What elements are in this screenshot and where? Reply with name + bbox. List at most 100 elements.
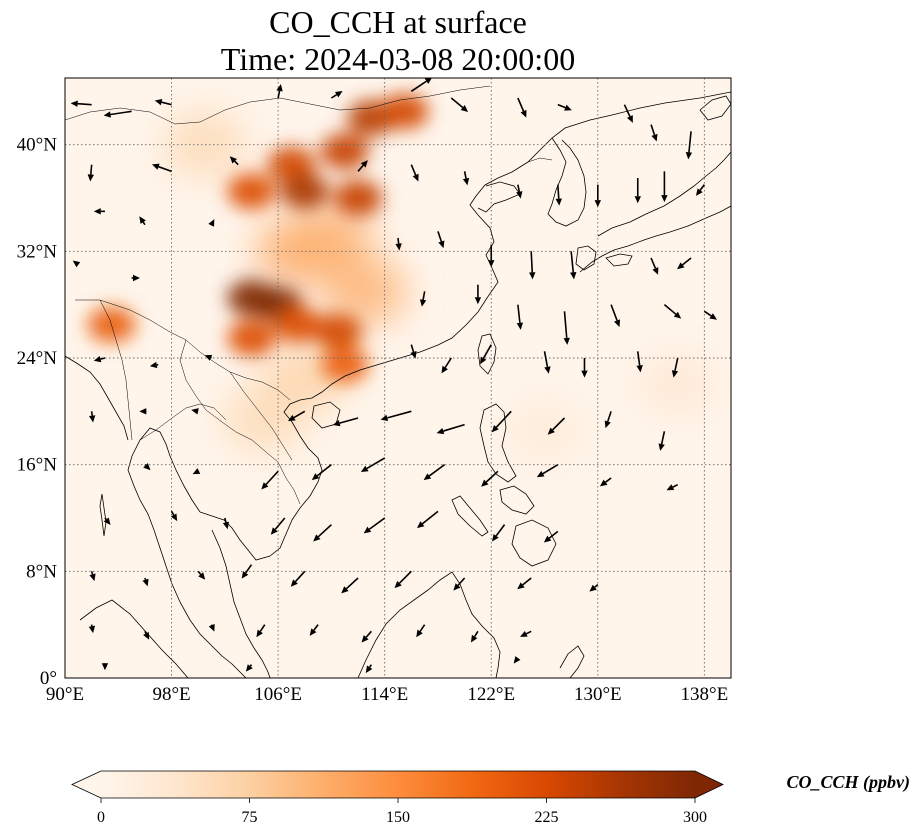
wind-arrow-head (436, 427, 445, 435)
wind-arrow-shaft (557, 103, 566, 109)
wind-arrow-head (491, 533, 499, 542)
wind-arrow-head (395, 243, 402, 251)
wind-arrow-shaft (249, 664, 253, 667)
wind-arrow-shaft (161, 101, 172, 106)
wind-arrow (103, 517, 111, 525)
wind-arrow (666, 483, 679, 491)
wind-arrow-head (438, 240, 445, 249)
title-line-2: Time: 2024-03-08 20:00:00 (221, 41, 575, 77)
wind-arrow-shaft (245, 564, 253, 574)
wind-arrow (270, 517, 286, 535)
wind-arrow (423, 464, 446, 481)
concentration-blob (289, 204, 374, 272)
wind-arrow-shaft (90, 164, 93, 175)
wind-arrow-head (516, 322, 524, 330)
wind-arrow-shaft (110, 110, 132, 116)
wind-arrow-shaft (543, 351, 549, 368)
wind-arrow-head (143, 463, 151, 471)
x-tick-label: 130°E (574, 684, 622, 705)
wind-arrow-head (709, 313, 717, 320)
wind-arrow (517, 577, 532, 590)
wind-arrow-head (103, 111, 111, 118)
wind-arrow (677, 257, 692, 270)
wind-arrow-head (256, 629, 263, 638)
wind-arrow-shaft (313, 624, 319, 631)
coastline-luzon (479, 403, 517, 483)
wind-arrow-shaft (316, 464, 332, 477)
wind-arrow-shaft (144, 577, 147, 581)
wind-arrow (363, 517, 386, 534)
wind-arrow-head (517, 582, 525, 590)
wind-arrow-head (229, 156, 237, 164)
colorbar-tick-label: 150 (386, 809, 410, 826)
wind-arrow (555, 184, 562, 206)
map-content (65, 78, 731, 678)
wind-arrow (103, 110, 132, 118)
coastline-japan-honshu (597, 151, 731, 237)
y-tick-label: 24°N (17, 348, 58, 369)
wind-arrow-head (547, 427, 555, 435)
wind-arrow-shaft (517, 97, 525, 112)
wind-arrow-shaft (345, 577, 359, 590)
wind-arrow-shaft (682, 257, 692, 266)
y-tick-label: 16°N (17, 455, 58, 476)
wind-vectors (70, 78, 717, 674)
wind-arrow (330, 91, 343, 99)
wind-arrow-shaft (703, 310, 712, 317)
coastline-shandong (477, 181, 521, 213)
wind-arrow (222, 517, 230, 530)
y-axis-tick-labels: 0° 8°N 16°N 24°N 32°N 40°N (17, 135, 58, 689)
wind-arrow (360, 457, 386, 472)
wind-arrow-shaft (548, 530, 559, 539)
wind-arrow-shaft (495, 410, 512, 428)
wind-arrow (139, 408, 147, 415)
wind-arrow (70, 100, 92, 107)
wind-arrow (208, 219, 215, 227)
wind-arrow (488, 244, 495, 268)
wind-arrow-shaft (542, 463, 559, 475)
wind-arrow (208, 623, 215, 632)
wind-arrow (419, 291, 427, 307)
concentration-blob (502, 397, 587, 466)
wind-arrow-head (139, 216, 146, 224)
wind-arrow-shaft (688, 131, 692, 153)
wind-arrow-shaft (100, 357, 106, 360)
wind-arrow-head (677, 262, 685, 270)
wind-arrow (410, 164, 419, 182)
wind-arrow (88, 411, 96, 423)
wind-arrow-head (419, 299, 427, 307)
wind-arrow (395, 237, 402, 251)
concentration-blob (227, 320, 276, 356)
wind-arrow (481, 470, 499, 487)
wind-arrow (557, 103, 572, 111)
wind-arrow-shaft (368, 517, 386, 530)
wind-arrow (88, 624, 96, 634)
wind-arrow (170, 510, 178, 522)
wind-arrow-head (563, 337, 570, 345)
wind-arrow-shaft (522, 577, 532, 586)
wind-arrow-head (671, 370, 679, 378)
wind-arrow (671, 357, 679, 378)
wind-arrow (204, 354, 213, 361)
wind-arrow-head (363, 526, 372, 534)
wind-arrow-head (474, 297, 482, 305)
wind-arrow-shaft (365, 630, 372, 638)
wind-arrow (703, 310, 717, 320)
wind-arrow-head (424, 78, 432, 84)
wind-arrow-shaft (444, 357, 452, 368)
coastline-taiwan (477, 333, 497, 375)
wind-arrow-head (555, 198, 562, 206)
wind-arrow-shaft (605, 477, 612, 483)
wind-arrow (93, 355, 106, 363)
wind-arrow-head (661, 195, 668, 203)
wind-arrow (581, 358, 588, 378)
wind-arrow-head (290, 579, 298, 587)
x-tick-label: 122°E (467, 684, 515, 705)
colorbar-tick-label: 75 (242, 809, 258, 826)
border-indochina (179, 339, 301, 505)
wind-arrow-head (634, 196, 641, 204)
wind-arrow (197, 570, 206, 580)
wind-arrow-head (614, 319, 621, 328)
wind-arrow (192, 468, 201, 475)
wind-arrow-shaft (606, 411, 612, 422)
